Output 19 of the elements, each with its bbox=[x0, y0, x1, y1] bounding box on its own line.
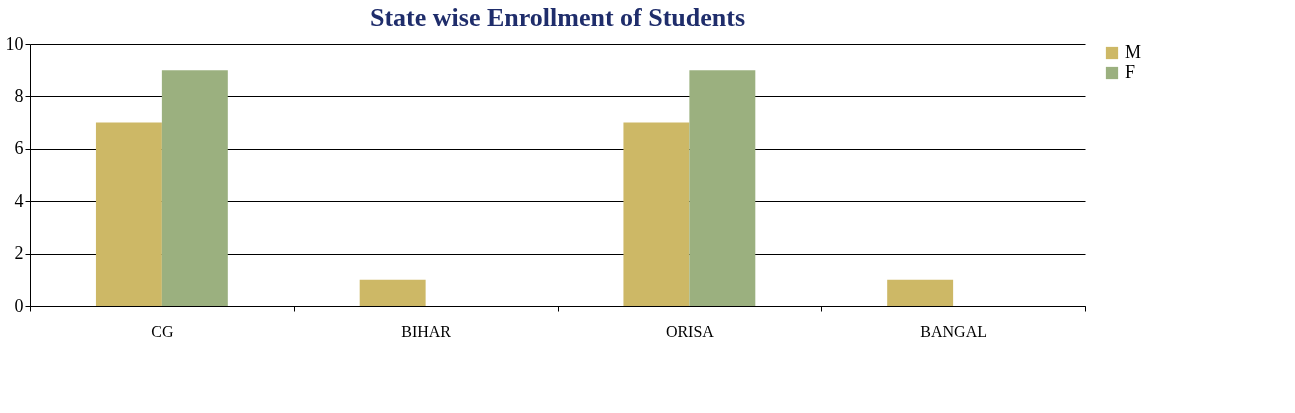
y-tick-label: 8 bbox=[14, 85, 24, 106]
bar bbox=[623, 122, 690, 306]
bar bbox=[689, 70, 756, 306]
bar bbox=[359, 279, 426, 306]
bar bbox=[161, 70, 228, 306]
legend-label: M bbox=[1125, 42, 1142, 62]
x-tick-label: BANGAL bbox=[920, 322, 987, 340]
bar bbox=[887, 279, 954, 306]
y-tick-label: 2 bbox=[14, 243, 24, 264]
y-tick-label: 0 bbox=[14, 295, 24, 316]
x-tick-label: BIHAR bbox=[401, 322, 452, 340]
chart-title: State wise Enrollment of Students bbox=[369, 3, 746, 32]
bar bbox=[95, 122, 162, 306]
x-tick-label: CG bbox=[151, 322, 174, 340]
legend-label: F bbox=[1125, 62, 1136, 82]
x-tick-label: ORISA bbox=[665, 322, 715, 340]
y-tick-label: 10 bbox=[5, 33, 24, 54]
y-tick-label: 4 bbox=[14, 190, 24, 211]
y-tick-label: 6 bbox=[14, 138, 24, 159]
